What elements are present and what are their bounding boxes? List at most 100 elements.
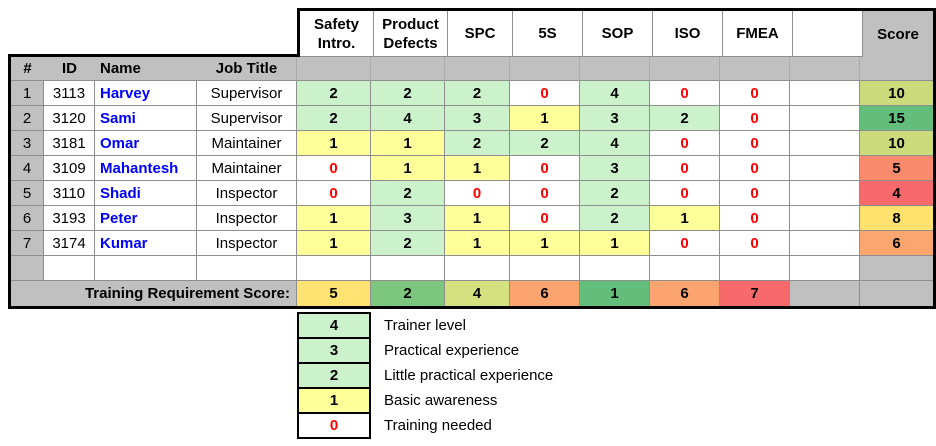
skill-level-cell[interactable]: 0 [720,206,790,231]
blank-cell[interactable] [790,81,860,106]
legend-label: Trainer level [384,317,466,334]
skill-level-cell[interactable]: 2 [580,181,650,206]
employee-job-title-cell[interactable]: Maintainer [197,156,297,181]
skill-level-cell[interactable]: 4 [580,81,650,106]
skill-level-cell[interactable]: 0 [720,106,790,131]
skill-level-cell[interactable]: 0 [720,156,790,181]
empty-cell[interactable] [197,256,297,281]
empty-cell[interactable] [95,256,197,281]
skill-level-cell[interactable]: 2 [371,231,445,256]
skill-level-cell[interactable]: 2 [445,81,510,106]
employee-name-cell[interactable]: Omar [95,131,197,156]
empty-cell[interactable] [720,256,790,281]
employee-id-cell[interactable]: 3110 [44,181,95,206]
score-cell: 4 [860,181,933,206]
employee-name-cell[interactable]: Sami [95,106,197,131]
employee-name-cell[interactable]: Harvey [95,81,197,106]
skill-level-cell[interactable]: 2 [580,206,650,231]
skill-level-cell[interactable]: 1 [580,231,650,256]
skill-level-cell[interactable]: 0 [720,81,790,106]
employee-id-cell[interactable]: 3174 [44,231,95,256]
skill-level-cell[interactable]: 0 [650,81,720,106]
skill-level-cell[interactable]: 3 [371,206,445,231]
employee-job-title-cell[interactable]: Supervisor [197,81,297,106]
blank-cell[interactable] [790,231,860,256]
skill-level-cell[interactable]: 1 [510,231,580,256]
skill-level-cell[interactable]: 2 [297,81,371,106]
skill-level-cell[interactable]: 0 [650,231,720,256]
skill-level-cell[interactable]: 4 [371,106,445,131]
employee-job-title-cell[interactable]: Inspector [197,231,297,256]
skill-level-cell[interactable]: 1 [371,156,445,181]
skill-level-cell[interactable]: 1 [297,231,371,256]
header-row-spacer-cell [720,57,790,81]
employee-name-cell[interactable]: Kumar [95,231,197,256]
skill-level-cell[interactable]: 1 [510,106,580,131]
employee-id-cell[interactable]: 3109 [44,156,95,181]
empty-cell[interactable] [580,256,650,281]
empty-cell[interactable] [650,256,720,281]
employee-job-title-cell[interactable]: Supervisor [197,106,297,131]
skill-level-cell[interactable]: 2 [371,81,445,106]
skill-level-cell[interactable]: 0 [510,206,580,231]
skill-level-cell[interactable]: 0 [510,156,580,181]
employee-id-cell[interactable]: 3120 [44,106,95,131]
blank-cell[interactable] [790,131,860,156]
skill-level-cell[interactable]: 0 [720,231,790,256]
skill-level-cell[interactable]: 1 [297,206,371,231]
legend-label: Training needed [384,417,492,434]
skill-level-cell[interactable]: 0 [297,181,371,206]
skill-level-cell[interactable]: 1 [445,206,510,231]
employee-id-cell[interactable]: 3113 [44,81,95,106]
training-requirement-total-cell: 5 [297,281,371,306]
skill-level-cell[interactable]: 1 [371,131,445,156]
empty-cell[interactable] [790,256,860,281]
skill-level-cell[interactable]: 0 [720,131,790,156]
skill-level-cell[interactable]: 2 [510,131,580,156]
row-number-cell: 5 [11,181,44,206]
row-number-cell: 2 [11,106,44,131]
empty-cell[interactable] [510,256,580,281]
skill-level-cell[interactable]: 3 [580,106,650,131]
empty-cell[interactable] [297,256,371,281]
skill-level-cell[interactable]: 2 [445,131,510,156]
empty-cell[interactable] [445,256,510,281]
skill-level-cell[interactable]: 0 [650,181,720,206]
skill-level-cell[interactable]: 1 [445,156,510,181]
employee-name-cell[interactable]: Mahantesh [95,156,197,181]
skill-level-cell[interactable]: 0 [510,81,580,106]
blank-cell[interactable] [790,106,860,131]
skill-level-cell[interactable]: 0 [650,131,720,156]
skill-level-cell[interactable]: 1 [297,131,371,156]
empty-cell[interactable] [860,256,933,281]
employee-job-title-cell[interactable]: Maintainer [197,131,297,156]
skill-level-cell[interactable]: 1 [445,231,510,256]
empty-cell[interactable] [371,256,445,281]
skill-level-cell[interactable]: 0 [720,181,790,206]
employee-job-title-cell[interactable]: Inspector [197,206,297,231]
row-number-cell: 6 [11,206,44,231]
header-row-spacer-cell [297,57,371,81]
header-row-spacer-cell [650,57,720,81]
skill-level-cell[interactable]: 3 [445,106,510,131]
skill-level-cell[interactable]: 2 [371,181,445,206]
skill-level-cell[interactable]: 1 [650,206,720,231]
skill-level-cell[interactable]: 0 [297,156,371,181]
empty-cell[interactable] [44,256,95,281]
skill-level-cell[interactable]: 3 [580,156,650,181]
employee-name-cell[interactable]: Shadi [95,181,197,206]
skill-level-cell[interactable]: 2 [297,106,371,131]
blank-cell[interactable] [790,156,860,181]
skill-level-cell[interactable]: 0 [445,181,510,206]
skill-level-cell[interactable]: 0 [650,156,720,181]
legend-label: Little practical experience [384,367,554,384]
skill-level-cell[interactable]: 0 [510,181,580,206]
employee-id-cell[interactable]: 3181 [44,131,95,156]
skill-level-cell[interactable]: 4 [580,131,650,156]
blank-cell[interactable] [790,206,860,231]
blank-cell[interactable] [790,181,860,206]
skill-level-cell[interactable]: 2 [650,106,720,131]
employee-job-title-cell[interactable]: Inspector [197,181,297,206]
employee-id-cell[interactable]: 3193 [44,206,95,231]
employee-name-cell[interactable]: Peter [95,206,197,231]
